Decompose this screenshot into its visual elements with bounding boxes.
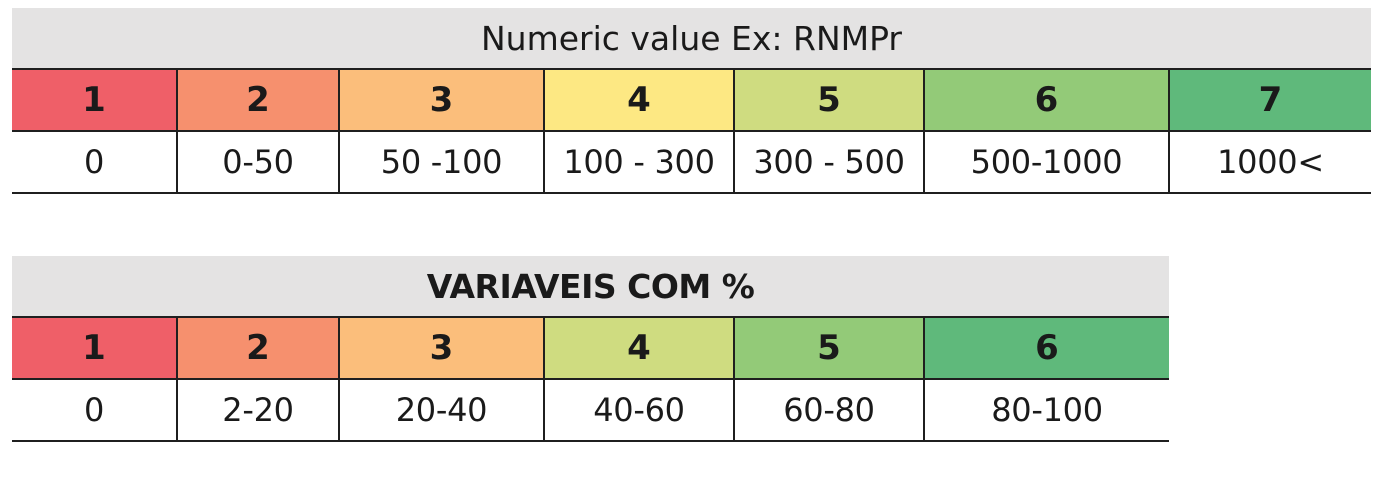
scale-level-cell: 2 <box>178 318 340 378</box>
scale-range-cell: 60-80 <box>735 380 925 440</box>
table-title: Numeric value Ex: RNMPr <box>12 8 1371 68</box>
scale-range-cell: 1000< <box>1170 132 1371 192</box>
percent-variables-scale-table: VARIAVEIS COM % 1 2 3 4 5 6 0 2-20 20-40… <box>12 256 1169 442</box>
scale-header-row: 1 2 3 4 5 6 7 <box>12 68 1371 132</box>
scale-level-cell: 7 <box>1170 70 1371 130</box>
scale-range-cell: 20-40 <box>340 380 545 440</box>
scale-range-cell: 40-60 <box>545 380 735 440</box>
scale-range-row: 0 0-50 50 -100 100 - 300 300 - 500 500-1… <box>12 132 1371 194</box>
scale-range-cell: 100 - 300 <box>545 132 735 192</box>
scale-range-row: 0 2-20 20-40 40-60 60-80 80-100 <box>12 380 1169 442</box>
scale-level-cell: 3 <box>340 318 545 378</box>
table-title: VARIAVEIS COM % <box>12 256 1169 316</box>
scale-range-cell: 0-50 <box>178 132 340 192</box>
scale-level-cell: 4 <box>545 70 735 130</box>
scale-level-cell: 1 <box>12 70 178 130</box>
scale-level-cell: 6 <box>925 70 1170 130</box>
scale-level-cell: 1 <box>12 318 178 378</box>
scale-level-cell: 3 <box>340 70 545 130</box>
scale-header-row: 1 2 3 4 5 6 <box>12 316 1169 380</box>
scale-range-cell: 0 <box>12 380 178 440</box>
scale-level-cell: 4 <box>545 318 735 378</box>
scale-level-cell: 2 <box>178 70 340 130</box>
scale-range-cell: 2-20 <box>178 380 340 440</box>
scale-range-cell: 500-1000 <box>925 132 1170 192</box>
scale-range-cell: 0 <box>12 132 178 192</box>
scale-level-cell: 6 <box>925 318 1169 378</box>
numeric-value-scale-table: Numeric value Ex: RNMPr 1 2 3 4 5 6 7 0 … <box>12 8 1371 194</box>
scale-level-cell: 5 <box>735 70 925 130</box>
scale-range-cell: 300 - 500 <box>735 132 925 192</box>
scale-range-cell: 80-100 <box>925 380 1169 440</box>
scale-range-cell: 50 -100 <box>340 132 545 192</box>
scale-level-cell: 5 <box>735 318 925 378</box>
